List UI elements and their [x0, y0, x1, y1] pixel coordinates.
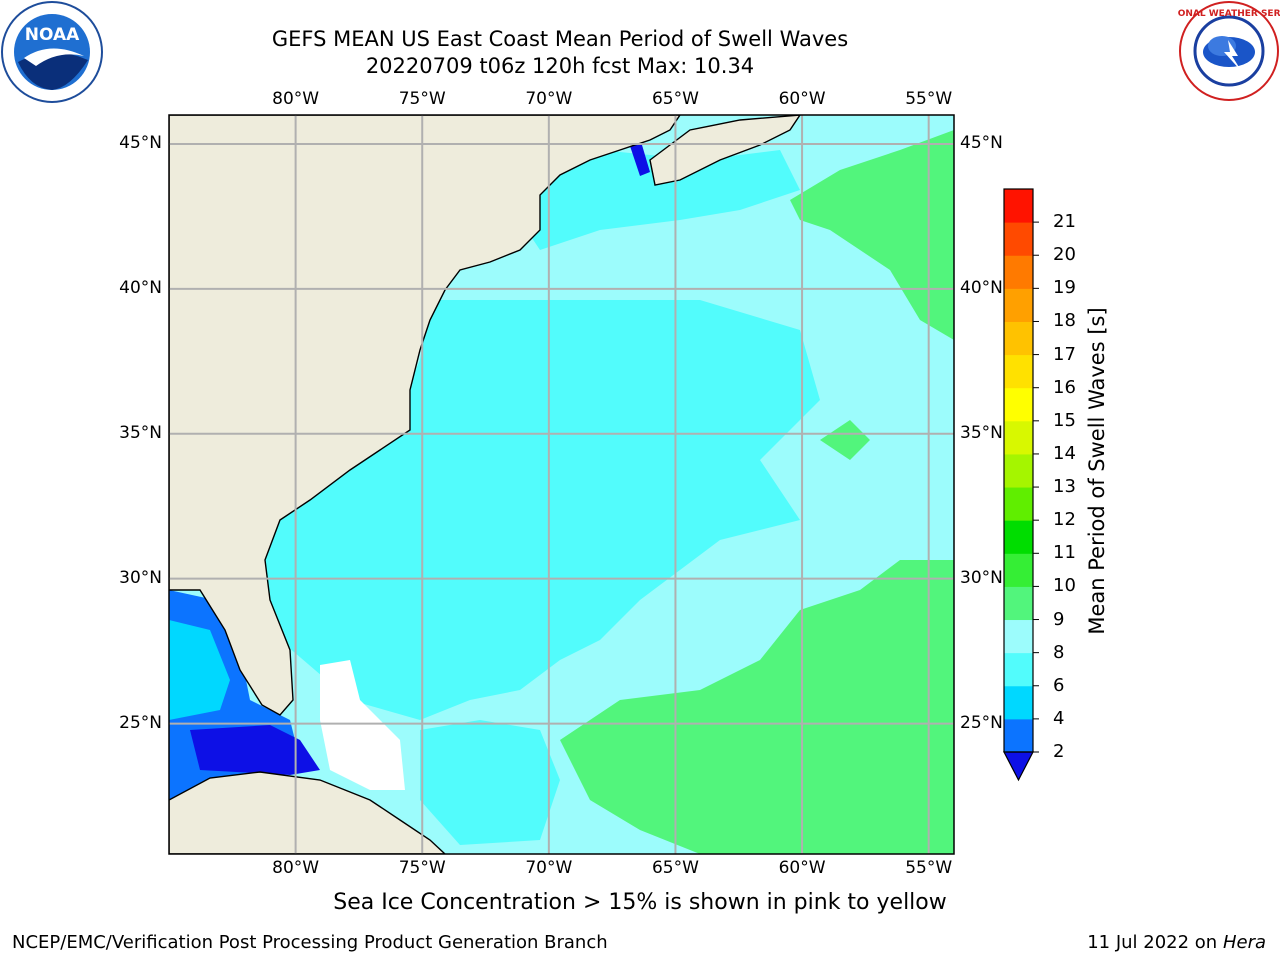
sea-ice-caption: Sea Ice Concentration > 15% is shown in … [333, 890, 947, 915]
lon-tick-label-bottom: 55°W [905, 858, 953, 878]
colorbar-segment [1004, 520, 1033, 554]
colorbar-tick-label: 19 [1053, 277, 1076, 299]
colorbar-segment [1004, 255, 1033, 289]
noaa-logo-icon: NOAA [1, 1, 103, 103]
land-cuba [169, 771, 447, 854]
colorbar-tick-label: 10 [1053, 575, 1076, 597]
colorbar-tick-label: 12 [1053, 509, 1076, 531]
lon-tick-label-bottom: 80°W [272, 858, 320, 878]
swell-period-9-10-region-southeast [560, 560, 954, 854]
colorbar-tick-label: 11 [1053, 542, 1076, 564]
lon-tick-label-top: 80°W [272, 89, 320, 109]
colorbar-segment [1004, 652, 1033, 687]
colorbar [1003, 188, 1039, 782]
colorbar-segment [1004, 288, 1033, 322]
colorbar-tick-label: 17 [1053, 343, 1076, 365]
lat-tick-label-left: 40°N [119, 277, 162, 298]
footer-credit: NCEP/EMC/Verification Post Processing Pr… [12, 932, 608, 953]
colorbar-tick-label: 16 [1053, 376, 1076, 398]
nws-logo-icon: NATIONAL WEATHER SERVICE [1178, 1, 1280, 101]
swell-period-6-8-region [260, 300, 820, 720]
swell-period-6-8-region-south [420, 720, 560, 845]
lon-tick-label-bottom: 60°W [778, 858, 826, 878]
chart-subtitle: 20220709 t06z 120h fcst Max: 10.34 [365, 54, 755, 78]
swell-period-9-10-patch [820, 420, 870, 460]
map-area [169, 115, 954, 854]
swell-period-6-8-region-north [520, 150, 800, 250]
colorbar-frame [1003, 188, 1034, 753]
map-frame [168, 114, 955, 855]
lon-tick-label-bottom: 75°W [398, 858, 446, 878]
lat-tick-label-right: 25°N [960, 712, 1003, 733]
colorbar-segment [1004, 685, 1033, 720]
colorbar-tick-label: 9 [1053, 608, 1065, 630]
colorbar-segment [1004, 586, 1033, 621]
swell-period-9-10-region-northeast [790, 130, 954, 340]
lon-tick-label-top: 55°W [905, 89, 953, 109]
noaa-logo-text: NOAA [25, 25, 80, 45]
land-us-east-coast [169, 115, 681, 716]
map-gridlines [169, 115, 954, 854]
swell-period-under2-region [190, 725, 320, 775]
colorbar-tick-label: 21 [1053, 211, 1076, 233]
colorbar-segment [1004, 321, 1033, 356]
colorbar-segment [1004, 619, 1033, 654]
colorbar-tick-label: 20 [1053, 244, 1076, 266]
colorbar-tick-label: 18 [1053, 310, 1076, 332]
colorbar-segment [1004, 420, 1033, 455]
land-nova-scotia [649, 115, 801, 186]
swell-period-2-4-region-fundy [628, 140, 650, 176]
colorbar-tick-label: 13 [1053, 476, 1076, 498]
footer-host: Hera [1222, 932, 1266, 953]
lon-tick-label-top: 65°W [651, 89, 699, 109]
lon-tick-label-bottom: 65°W [651, 858, 699, 878]
lat-tick-label-left: 45°N [119, 132, 162, 153]
colorbar-segment [1004, 718, 1033, 753]
colorbar-tick-label: 2 [1053, 741, 1065, 762]
colorbar-segment [1004, 222, 1033, 256]
nws-logo-text: NATIONAL WEATHER SERVICE [1178, 9, 1280, 19]
colorbar-segment [1004, 354, 1033, 389]
lat-tick-label-left: 30°N [119, 567, 162, 588]
lon-tick-label-top: 60°W [778, 89, 826, 109]
colorbar-tick-label: 6 [1053, 674, 1065, 696]
lat-tick-label-right: 45°N [960, 132, 1003, 153]
colorbar-segment [1004, 189, 1033, 223]
lat-tick-label-left: 35°N [119, 422, 162, 443]
swell-period-4-6-region-gulf [169, 620, 230, 720]
colorbar-segment [1004, 453, 1033, 488]
colorbar-label: Mean Period of Swell Waves [s] [1085, 307, 1109, 635]
colorbar-segment [1004, 553, 1033, 587]
lat-tick-label-right: 40°N [960, 277, 1003, 298]
lon-tick-label-top: 75°W [398, 89, 446, 109]
chart-title: GEFS MEAN US East Coast Mean Period of S… [271, 27, 849, 51]
colorbar-tick-label: 8 [1053, 641, 1065, 663]
colorbar-segment [1004, 387, 1033, 422]
colorbar-tick-label: 15 [1053, 409, 1076, 431]
lat-tick-label-right: 35°N [960, 422, 1003, 443]
footer-date: 11 Jul 2022 on Hera [1087, 932, 1266, 953]
lat-tick-label-right: 30°N [960, 567, 1003, 588]
colorbar-tick-label: 4 [1053, 707, 1065, 729]
lon-tick-label-top: 70°W [525, 89, 573, 109]
bahamas-mask [320, 660, 405, 790]
colorbar-segment [1004, 487, 1033, 521]
lat-tick-label-left: 25°N [119, 712, 162, 733]
lon-tick-label-bottom: 70°W [525, 858, 573, 878]
colorbar-under-arrow [1003, 751, 1034, 782]
footer-date-text: 11 Jul 2022 on [1087, 932, 1223, 953]
colorbar-tick-label: 14 [1053, 442, 1076, 464]
